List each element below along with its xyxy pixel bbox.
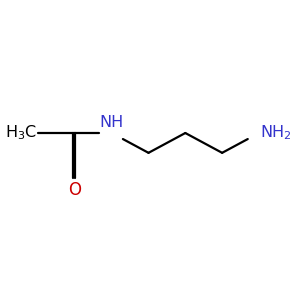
Text: H$_3$C: H$_3$C [4, 124, 37, 142]
Text: NH$_2$: NH$_2$ [260, 124, 292, 142]
Text: NH: NH [100, 115, 124, 130]
Text: O: O [68, 181, 81, 199]
